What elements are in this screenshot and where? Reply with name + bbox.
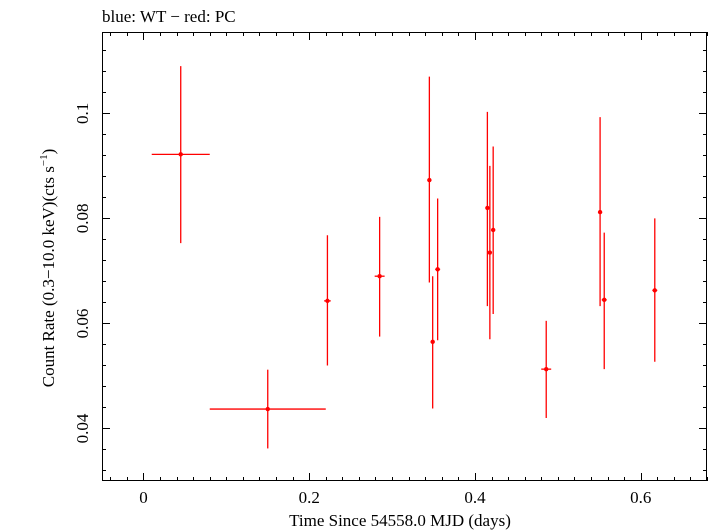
y-tick-label: 0.08 [73, 204, 92, 234]
y-tick-label: 0.04 [73, 413, 92, 443]
data-point [485, 111, 490, 307]
axis-ticks [102, 32, 708, 481]
y-tick-label: 0.06 [73, 309, 92, 339]
y-axis-label-close: ) [39, 149, 58, 155]
data-point [487, 165, 493, 340]
y-tick-label: 0.1 [73, 103, 92, 124]
data-marker [597, 209, 603, 215]
data-marker [487, 250, 493, 255]
data-marker [427, 177, 432, 183]
data-point [209, 369, 326, 449]
data-marker [178, 152, 183, 157]
data-point [652, 218, 658, 362]
y-axis-label-main: Count Rate (0.3−10.0 keV)(cts s [39, 166, 58, 387]
data-marker [602, 297, 607, 303]
data-marker [652, 288, 657, 293]
data-point [435, 198, 441, 341]
data-marker [430, 339, 435, 345]
data-point [374, 216, 385, 337]
x-tick-label: 0.4 [464, 488, 486, 507]
x-axis-label: Time Since 54558.0 MJD (days) [289, 511, 511, 530]
data-point [151, 66, 210, 244]
data-point [597, 117, 603, 307]
x-tick-label: 0 [139, 488, 148, 507]
data-marker [377, 273, 382, 279]
data-marker [544, 366, 549, 372]
plot-frame [102, 32, 707, 481]
data-point [430, 276, 435, 409]
data-point [601, 232, 607, 370]
data-point [490, 146, 496, 315]
x-tick-label: 0.6 [630, 488, 651, 507]
y-axis-label: Count Rate (0.3−10.0 keV)(cts s−1) [38, 149, 58, 388]
chart-title: blue: WT − red: PC [102, 7, 236, 26]
data-marker [485, 205, 490, 211]
data-marker [325, 298, 330, 304]
data-marker [265, 406, 270, 412]
data-point [324, 235, 331, 366]
data-point [541, 320, 552, 418]
data-point [427, 76, 432, 283]
data-marker [435, 267, 440, 272]
axis-tick-labels: 0 0.2 0.4 0.6 0.04 0.06 0.08 0.1 [73, 103, 651, 507]
data-points [151, 66, 658, 449]
y-axis-label-exponent: −1 [38, 154, 50, 166]
data-marker [490, 227, 496, 233]
x-tick-label: 0.2 [299, 488, 320, 507]
